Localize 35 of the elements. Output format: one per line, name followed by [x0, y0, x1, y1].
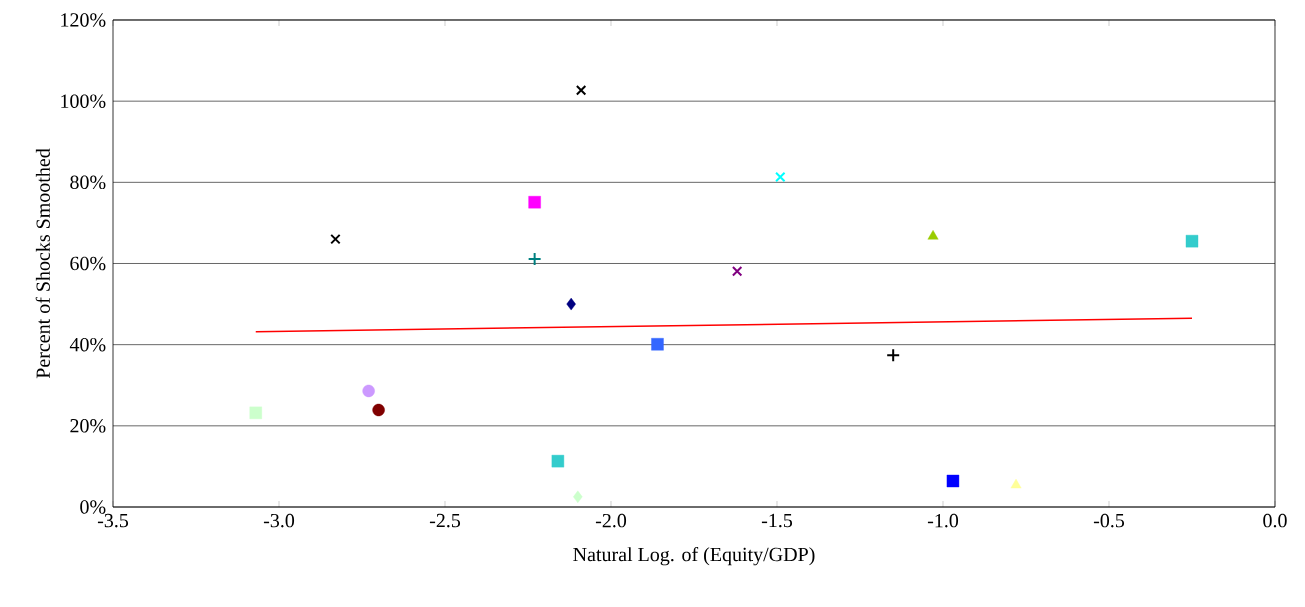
point — [651, 338, 664, 351]
y-tick-label: 80% — [70, 175, 106, 190]
y-axis-title: Percent of Shocks Smoothed — [35, 148, 50, 379]
x-tick-label: -3.0 — [263, 513, 295, 528]
point — [566, 297, 576, 311]
x-tick-label: -3.5 — [97, 513, 129, 528]
point — [1010, 478, 1022, 489]
y-tick-label: 0% — [80, 500, 106, 514]
point — [1185, 234, 1199, 248]
x-tick-label: -1.5 — [761, 513, 793, 528]
x-tick-label: 0.0 — [1263, 513, 1287, 528]
point — [362, 384, 375, 398]
point — [372, 403, 385, 417]
x-tick-label: -2.0 — [595, 513, 627, 528]
point — [775, 171, 786, 183]
point — [330, 233, 341, 245]
x-tick-label: -1.0 — [927, 513, 959, 528]
x-axis-title: Natural Log. of (Equity/GDP) — [573, 546, 815, 566]
y-tick-label: 60% — [70, 256, 106, 271]
y-tick-label: 120% — [61, 13, 106, 27]
y-tick-label: 40% — [69, 337, 106, 352]
point — [927, 230, 939, 240]
point — [886, 348, 901, 363]
point — [575, 84, 587, 96]
point — [731, 265, 743, 277]
point — [551, 454, 565, 468]
x-tick-label: -0.5 — [1093, 513, 1125, 528]
point — [946, 474, 960, 488]
y-tick-label: 100% — [61, 94, 106, 108]
point — [573, 490, 583, 504]
point — [528, 196, 541, 209]
point — [249, 406, 262, 420]
x-tick-label: -2.5 — [429, 513, 461, 528]
y-tick-label: 20% — [70, 419, 106, 433]
point — [527, 252, 542, 267]
